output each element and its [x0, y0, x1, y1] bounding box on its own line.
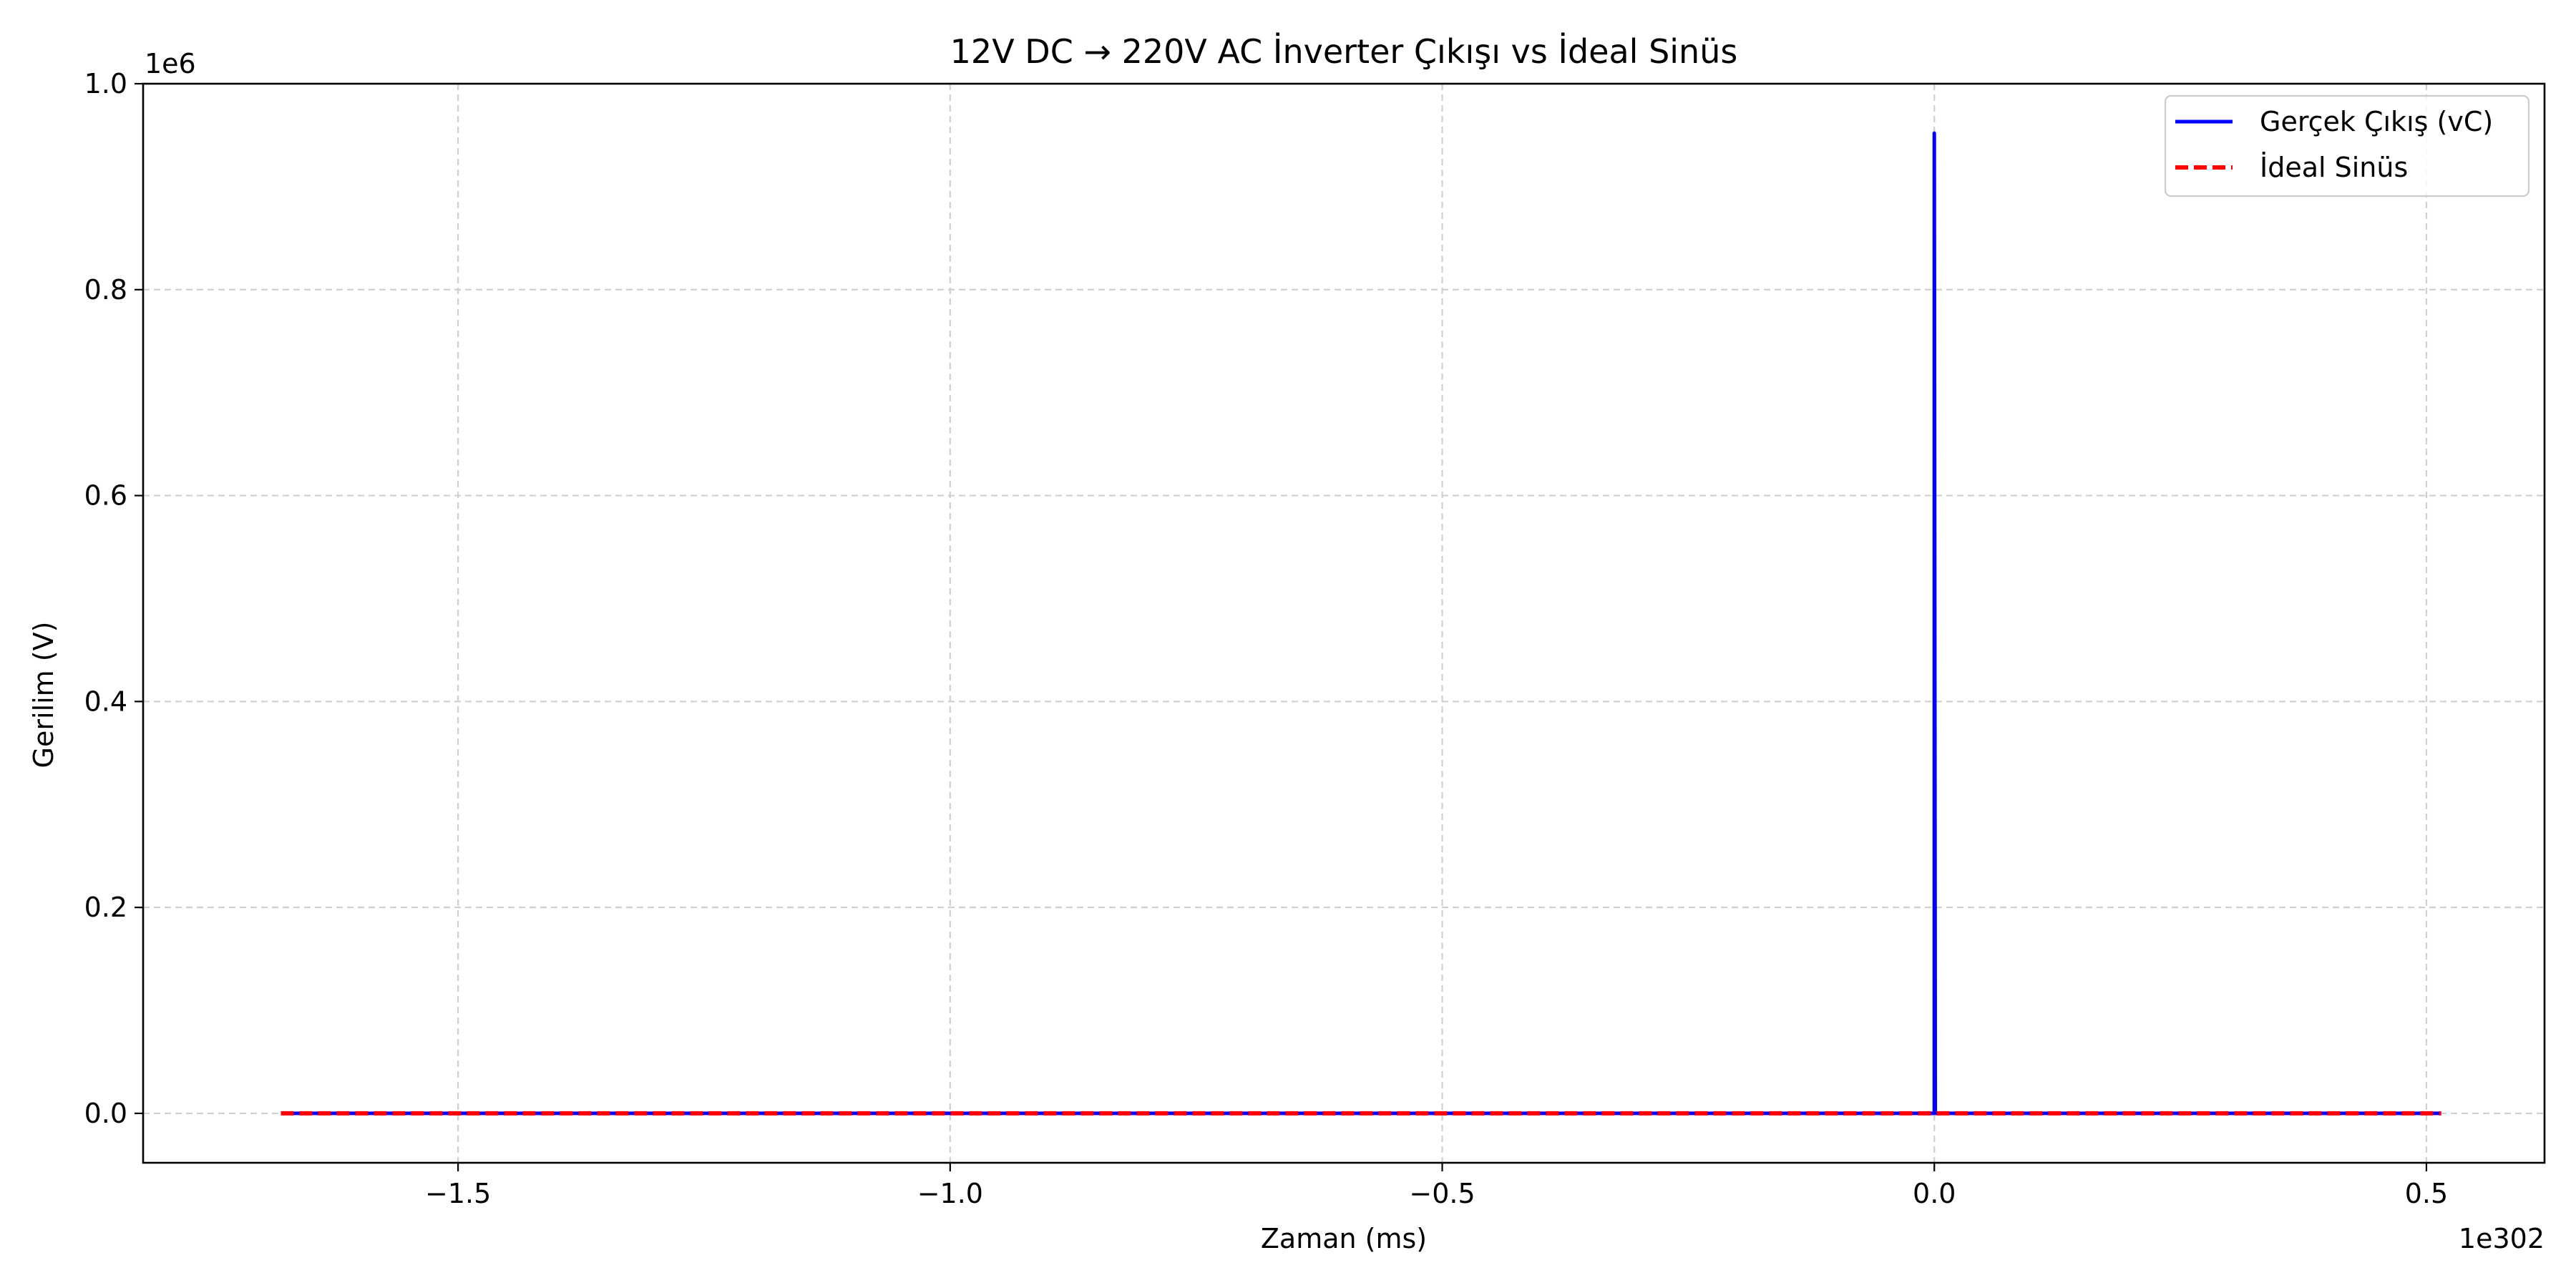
y-tick-label: 0.2 — [84, 892, 127, 923]
legend-label-1: İdeal Sinüs — [2260, 152, 2408, 183]
y-tick-label: 1.0 — [84, 68, 127, 99]
x-axis-label: Zaman (ms) — [1261, 1223, 1427, 1254]
y-tick-label: 0.6 — [84, 480, 127, 512]
series-group — [280, 131, 2441, 1116]
x-tick-label: −1.5 — [425, 1178, 491, 1209]
y-axis-ticks: 0.0 0.2 0.4 0.6 0.8 1.0 — [84, 68, 143, 1129]
legend: Gerçek Çıkış (vC) İdeal Sinüs — [2164, 94, 2530, 197]
y-offset-label: 1e6 — [145, 48, 196, 79]
x-tick-label: −0.5 — [1409, 1178, 1475, 1209]
x-offset-label: 1e302 — [2459, 1223, 2545, 1254]
y-tick-label: 0.4 — [84, 686, 127, 717]
x-tick-label: −1.0 — [917, 1178, 983, 1209]
plot-frame — [142, 82, 2546, 1164]
legend-label-0: Gerçek Çıkış (vC) — [2260, 106, 2493, 137]
x-tick-label: 0.0 — [1913, 1178, 1956, 1209]
y-tick-label: 0.8 — [84, 274, 127, 306]
x-tick-label: 0.5 — [2405, 1178, 2448, 1209]
x-axis-ticks: −1.5 −1.0 −0.5 0.0 0.5 — [425, 1163, 2448, 1209]
legend-box — [2164, 94, 2530, 197]
chart-title: 12V DC → 220V AC İnverter Çıkışı vs İdea… — [950, 32, 1738, 71]
y-axis-label: Gerilim (V) — [28, 622, 59, 769]
y-tick-label: 0.0 — [84, 1098, 127, 1129]
